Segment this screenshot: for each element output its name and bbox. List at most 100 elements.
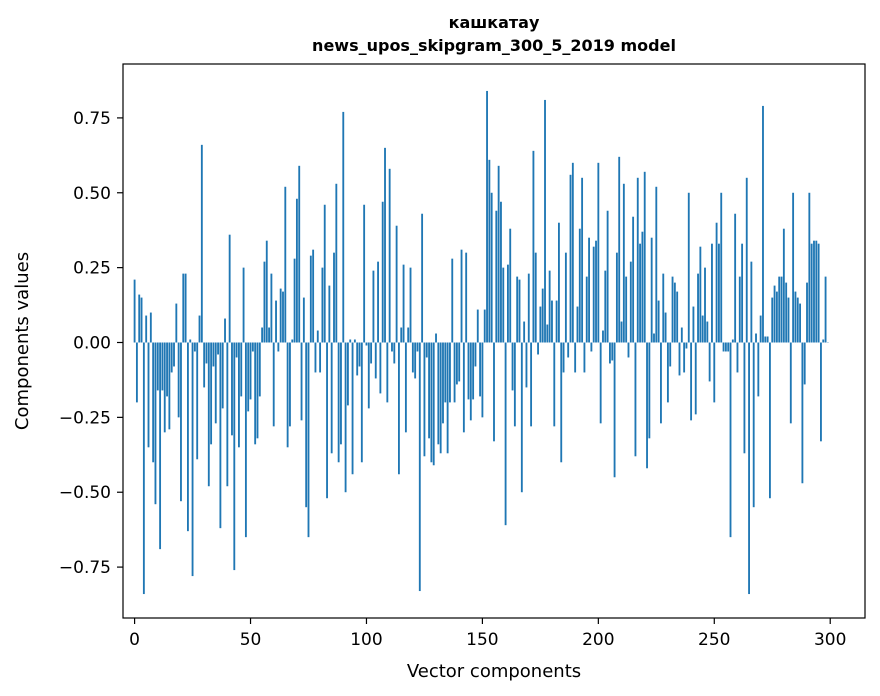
bar (544, 99, 546, 343)
bar (312, 249, 315, 343)
bar (486, 90, 488, 343)
bar (476, 309, 479, 343)
bar (817, 243, 820, 343)
bar (309, 255, 312, 343)
bar (372, 270, 375, 343)
bar (462, 342, 465, 433)
bar (539, 306, 542, 343)
y-axis-ticks: −0.75 −0.50 −0.25 0.00 0.25 0.50 0.75 (59, 109, 123, 578)
bar (769, 342, 771, 499)
bar (233, 342, 236, 571)
bar (799, 303, 801, 343)
bar (226, 342, 229, 487)
bar (585, 276, 588, 343)
bar (319, 342, 322, 373)
bar (706, 321, 709, 343)
bar (500, 201, 502, 343)
bar (261, 327, 264, 343)
x-tick-label: 300 (814, 630, 846, 650)
bar (736, 342, 739, 373)
bar (163, 342, 166, 433)
bar (801, 342, 804, 484)
bar (154, 342, 157, 505)
bar (284, 186, 287, 343)
bar (193, 342, 196, 352)
bar (683, 342, 686, 373)
bar (778, 276, 781, 343)
bar (349, 339, 352, 343)
bar (180, 342, 182, 502)
bar (541, 288, 544, 343)
bar (363, 204, 366, 343)
bar (771, 297, 774, 343)
bar (750, 261, 753, 343)
bar (724, 342, 727, 352)
bar (418, 342, 421, 592)
bar (198, 315, 201, 343)
y-tick-label: 0.00 (73, 333, 111, 353)
bar (152, 342, 155, 463)
bar (409, 267, 412, 343)
bar (757, 342, 760, 397)
bar (673, 282, 676, 343)
bar (796, 297, 799, 343)
bar (439, 342, 442, 454)
bar (704, 267, 706, 343)
bar (449, 342, 451, 403)
bar (511, 342, 514, 391)
plot-frame (122, 63, 866, 619)
bar (743, 342, 746, 454)
bar (472, 342, 475, 400)
bar (305, 342, 308, 508)
bar (532, 150, 535, 343)
bar (560, 342, 563, 463)
bar (247, 342, 250, 412)
bar (289, 342, 291, 427)
bar (713, 342, 716, 403)
bar (340, 342, 342, 445)
bar (168, 342, 171, 430)
bar (588, 237, 590, 343)
bar (219, 342, 222, 529)
bar (391, 342, 393, 352)
bar (660, 342, 662, 424)
bar (785, 282, 788, 343)
bar (525, 342, 528, 388)
bar (562, 342, 565, 373)
bar (275, 300, 277, 343)
bar (307, 342, 310, 538)
bar (326, 342, 328, 499)
bar (358, 342, 361, 367)
bar (242, 267, 245, 343)
bar (228, 234, 231, 343)
bar (546, 324, 549, 343)
bars-group (133, 90, 829, 595)
bar (249, 342, 252, 400)
bar (509, 228, 512, 343)
bar (808, 192, 811, 343)
bar (333, 252, 335, 343)
bar (534, 252, 537, 343)
y-axis-label: Components values (12, 252, 33, 430)
bar (133, 279, 136, 343)
bar (731, 339, 734, 343)
y-tick-label: −0.75 (59, 558, 111, 578)
bar (662, 273, 665, 343)
bar (140, 297, 143, 343)
bar (622, 183, 625, 343)
bar (451, 258, 454, 343)
bar (569, 174, 572, 343)
bar (214, 342, 217, 424)
bar (384, 147, 386, 343)
bar (666, 342, 669, 403)
bar (335, 183, 338, 343)
bar (224, 318, 226, 343)
bar (555, 300, 558, 343)
bar (615, 252, 618, 343)
bar (810, 243, 813, 343)
bar (189, 339, 192, 343)
bar (400, 327, 403, 343)
bar (639, 243, 641, 343)
x-axis-label: Vector components (407, 661, 581, 682)
